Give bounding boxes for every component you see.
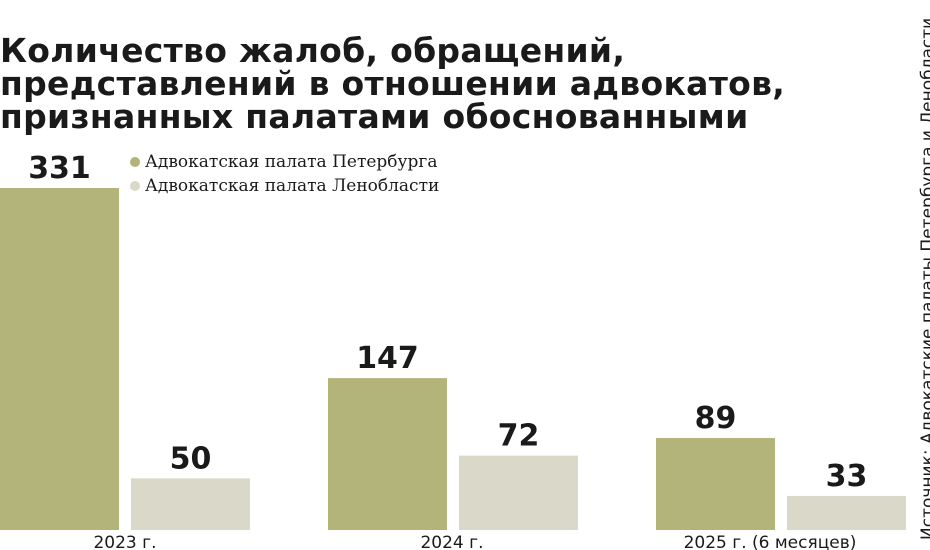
value-label-petersburg-1: 331 [28,151,91,186]
bar-leningrad-oblast-1 [131,478,250,530]
legend-item-petersburg: Адвокатская палата Петербурга [130,150,439,174]
source-note: Источник: Адвокатские палаты Петербурга … [918,17,930,540]
bar-petersburg-2 [328,378,447,530]
bar-leningrad-oblast-3 [787,495,906,530]
legend-item-leningrad-oblast: Адвокатская палата Ленобласти [130,174,439,198]
value-label-leningrad-oblast-2: 72 [498,419,540,454]
legend-label-leningrad-oblast: Адвокатская палата Ленобласти [145,176,440,196]
legend-swatch-petersburg [130,157,140,167]
legend-swatch-leningrad-oblast [130,181,140,191]
chart-title: Количество жалоб, обращений, представлен… [0,34,860,133]
bar-leningrad-oblast-2 [459,455,578,530]
legend-label-petersburg: Адвокатская палата Петербурга [145,152,438,172]
value-label-petersburg-3: 89 [695,401,737,436]
bar-petersburg-3 [656,438,775,530]
chart-title-line-1: Количество жалоб, обращений, [0,31,626,70]
chart-legend: Адвокатская палата Петербурга Адвокатска… [130,150,439,198]
chart-title-line-2: представлений в отношении адвокатов, [0,64,786,103]
value-label-leningrad-oblast-3: 33 [826,459,868,494]
value-label-leningrad-oblast-1: 50 [170,441,212,476]
category-label-3: 2025 г. (6 месяцев) [684,533,857,550]
chart-title-line-3: признанных палатами обоснованными [0,97,749,136]
value-label-petersburg-2: 147 [356,341,419,376]
category-label-2: 2024 г. [420,533,483,550]
bar-petersburg-1 [0,188,119,530]
category-label-1: 2023 г. [93,533,156,550]
